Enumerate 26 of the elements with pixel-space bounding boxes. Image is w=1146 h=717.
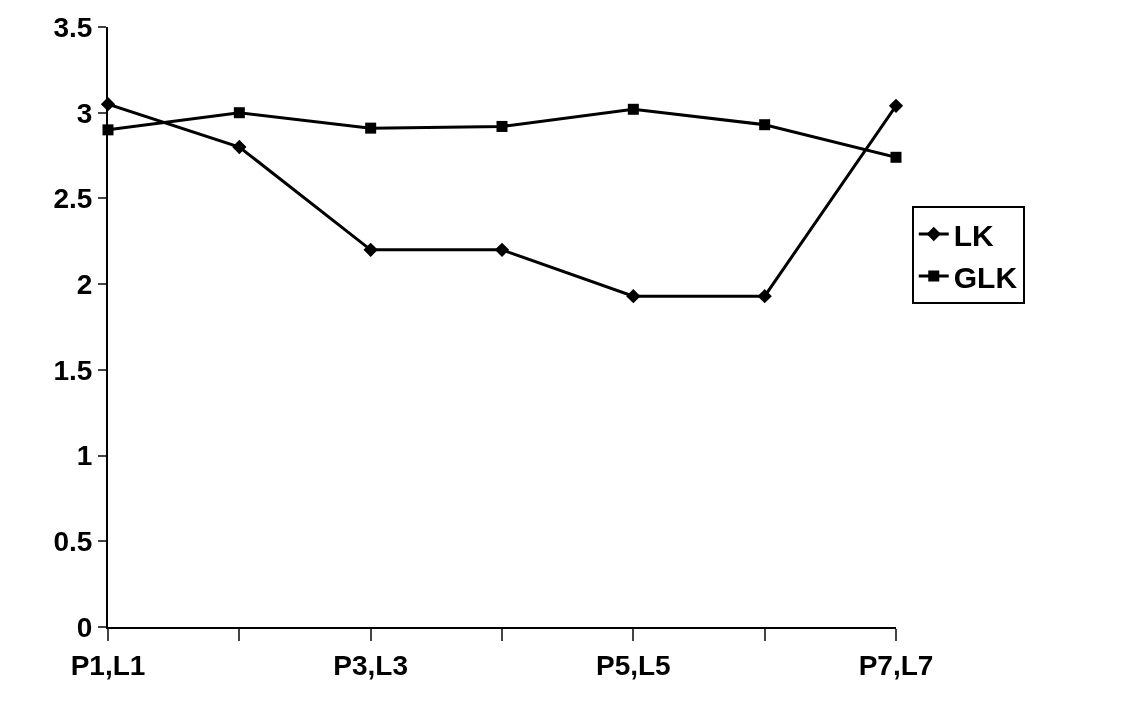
x-tick-label: P1,L1 <box>70 649 146 681</box>
y-tick-label: 2 <box>76 268 93 300</box>
point <box>626 288 641 304</box>
point <box>888 98 904 114</box>
x-tick-label: P3,L3 <box>333 649 409 681</box>
point <box>757 288 772 304</box>
point <box>496 120 508 132</box>
point <box>365 122 377 134</box>
legend-label: GLK <box>953 260 1018 294</box>
legend-label: LK <box>953 218 995 252</box>
y-tick-label: 1 <box>76 440 93 472</box>
point <box>233 107 245 119</box>
y-tick-label: 3 <box>76 97 93 129</box>
point <box>232 139 247 155</box>
point <box>494 242 510 258</box>
point <box>363 242 378 258</box>
y-tick-label: 3.5 <box>53 11 93 43</box>
x-tick-label: P5,L5 <box>595 649 671 681</box>
y-tick-label: 2.5 <box>53 183 93 215</box>
y-tick-label: 1.5 <box>53 354 93 386</box>
point <box>759 119 771 131</box>
x-tick-label: P7,L7 <box>858 649 934 681</box>
y-tick-label: 0.5 <box>53 526 93 558</box>
point <box>627 103 639 115</box>
point <box>890 151 902 163</box>
y-tick-label: 0 <box>76 611 93 643</box>
